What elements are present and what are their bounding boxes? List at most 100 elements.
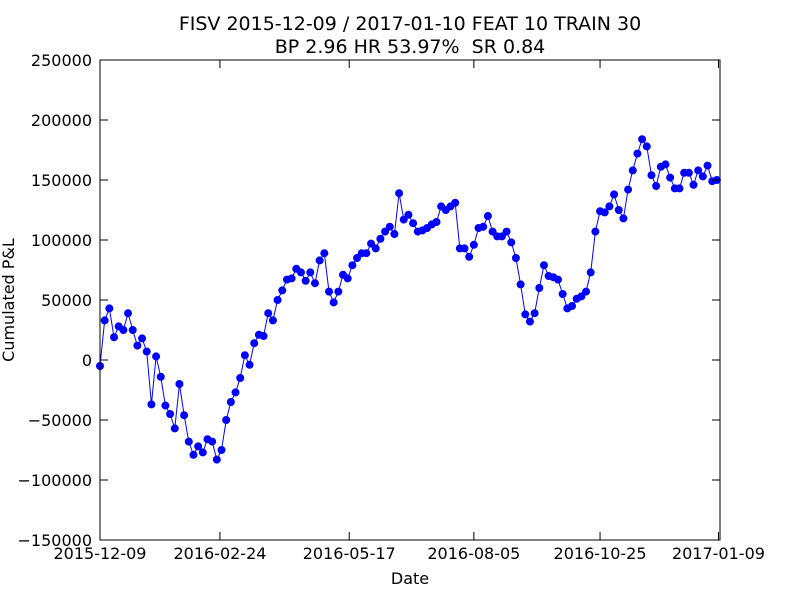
data-point <box>250 339 259 348</box>
x-tick-label: 2017-01-09 <box>672 544 765 563</box>
data-point <box>287 274 296 283</box>
data-point <box>161 401 170 410</box>
data-point <box>633 149 642 158</box>
data-point <box>147 400 156 409</box>
data-point <box>152 352 161 361</box>
data-point <box>259 332 268 340</box>
data-point <box>647 171 656 180</box>
data-point <box>198 448 207 457</box>
data-point <box>582 287 591 296</box>
data-point <box>502 227 511 236</box>
data-point <box>324 287 333 296</box>
data-point <box>133 341 142 350</box>
data-point <box>568 302 577 310</box>
data-point <box>553 275 562 284</box>
x-tick-label: 2016-02-24 <box>173 544 266 563</box>
plot-area <box>96 135 721 464</box>
data-point <box>661 160 670 169</box>
data-point <box>343 274 352 283</box>
data-point <box>334 287 343 296</box>
data-point <box>516 280 525 289</box>
data-point <box>348 261 357 270</box>
y-tick-label: 0 <box>82 351 92 370</box>
data-point <box>180 411 189 420</box>
data-point <box>320 249 329 258</box>
chart-subtitle: BP 2.96 HR 53.97% SR 0.84 <box>275 36 546 58</box>
data-point <box>497 232 506 241</box>
data-point <box>119 326 128 334</box>
data-point <box>600 208 609 217</box>
x-tick-label: 2016-08-05 <box>427 544 520 563</box>
data-point <box>465 252 474 261</box>
data-point <box>469 240 478 249</box>
data-point <box>539 261 548 270</box>
data-point <box>399 215 408 224</box>
data-point <box>591 227 600 236</box>
data-point <box>511 254 520 262</box>
data-point <box>217 446 226 454</box>
data-point <box>703 161 712 170</box>
data-point <box>624 185 633 194</box>
data-point <box>605 202 614 211</box>
data-point <box>212 455 221 464</box>
x-tick-label: 2016-05-17 <box>303 544 396 563</box>
data-point <box>385 222 394 231</box>
data-point <box>488 227 497 236</box>
data-point <box>194 442 203 451</box>
y-tick-label: −150000 <box>18 531 92 550</box>
data-point <box>614 206 623 214</box>
data-point <box>675 184 684 193</box>
data-point <box>451 198 460 207</box>
data-point <box>278 286 287 295</box>
y-axis-label: Cumulated P&L <box>0 238 18 362</box>
data-point <box>100 316 109 325</box>
data-point <box>642 142 651 151</box>
data-point <box>479 222 488 231</box>
y-tick-label: 200000 <box>31 111 92 130</box>
data-point <box>175 380 184 388</box>
y-tick-label: −100000 <box>18 471 92 490</box>
x-axis-label: Date <box>391 569 429 588</box>
data-point <box>395 189 404 198</box>
x-tick-label: 2016-10-25 <box>554 544 647 563</box>
data-point <box>240 351 249 360</box>
data-point <box>189 450 198 459</box>
y-tick-label: 150000 <box>31 171 92 190</box>
data-point <box>170 424 179 433</box>
data-point <box>535 284 544 292</box>
data-point <box>521 310 530 319</box>
data-point <box>381 227 390 236</box>
data-point <box>371 244 380 253</box>
data-point <box>619 214 628 223</box>
data-point <box>166 410 175 418</box>
data-point <box>315 256 324 265</box>
data-point <box>245 360 254 369</box>
data-point <box>558 290 567 298</box>
data-point <box>184 437 193 446</box>
data-point <box>156 372 165 381</box>
data-point <box>128 326 137 334</box>
data-point <box>138 334 147 343</box>
data-point <box>231 388 240 397</box>
data-point <box>586 268 595 277</box>
chart-title: FISV 2015-12-09 / 2017-01-10 FEAT 10 TRA… <box>179 13 641 35</box>
data-point <box>273 296 282 304</box>
data-point <box>301 276 310 285</box>
x-tick-label: 2015-12-09 <box>54 544 147 563</box>
data-point <box>610 190 619 199</box>
data-point <box>110 333 119 342</box>
y-tick-label: 100000 <box>31 231 92 250</box>
data-point <box>577 292 586 301</box>
data-point <box>432 218 441 226</box>
data-point <box>390 230 399 238</box>
data-point <box>124 309 133 318</box>
data-point <box>226 398 235 406</box>
data-point <box>666 173 675 182</box>
data-point <box>236 374 245 382</box>
data-point <box>530 309 539 318</box>
data-point <box>376 234 385 243</box>
data-point <box>694 166 703 175</box>
data-point <box>353 254 362 262</box>
